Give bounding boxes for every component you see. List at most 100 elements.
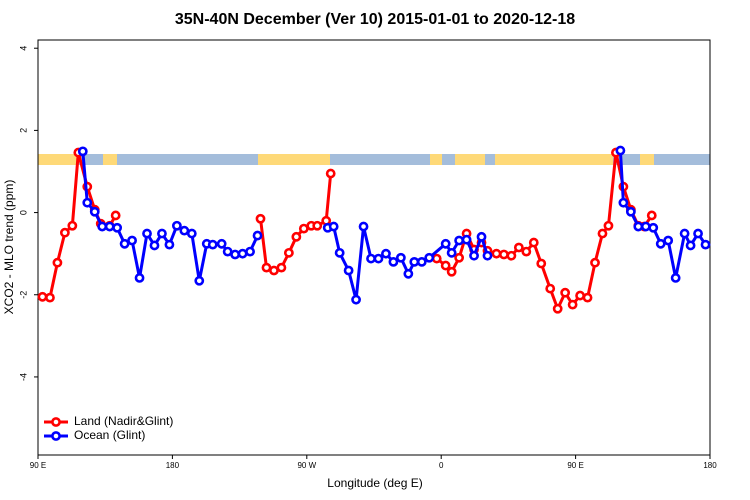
data-point [142, 228, 152, 239]
data-point [388, 256, 399, 267]
data-point [461, 234, 472, 245]
data-point [663, 235, 674, 246]
data-point [528, 237, 539, 248]
data-point [640, 221, 651, 232]
data-point [334, 247, 345, 258]
data-point [521, 246, 532, 257]
data-point [440, 260, 451, 271]
data-point [328, 221, 339, 232]
data-point [618, 197, 629, 208]
data-point [403, 268, 414, 279]
data-point [104, 221, 115, 232]
data-point [261, 262, 272, 273]
data-point [343, 265, 354, 276]
data-point [194, 275, 205, 286]
data-point [513, 242, 524, 253]
data-point [499, 249, 509, 260]
data-point [312, 220, 323, 231]
data-point [670, 273, 681, 283]
data-point [252, 230, 263, 241]
data-point [325, 168, 336, 179]
data-point [119, 238, 130, 249]
data-point [112, 222, 123, 233]
x-tick-label: 90 E [567, 461, 583, 470]
data-point [59, 227, 70, 238]
x-tick-label: 90 W [297, 461, 316, 470]
data-point [82, 197, 93, 208]
data-point [446, 247, 457, 258]
plot-frame [37, 39, 711, 456]
data-point [693, 228, 703, 239]
land-band [640, 154, 654, 165]
data-point [351, 294, 361, 305]
data-point [575, 290, 585, 301]
data-point [245, 246, 255, 257]
data-point [37, 291, 48, 302]
land-band [103, 154, 117, 165]
land-band [495, 154, 613, 165]
data-point [255, 213, 266, 224]
legend-label: Land (Nadir&Glint) [74, 414, 173, 428]
data-point [424, 252, 435, 263]
data-point [149, 240, 160, 251]
y-tick-label: -4 [18, 373, 28, 381]
data-point [431, 253, 442, 264]
data-point [230, 249, 241, 260]
data-point [179, 225, 190, 236]
data-point [283, 247, 294, 258]
data-point [237, 248, 248, 259]
data-point [298, 223, 309, 234]
data-point [603, 220, 614, 231]
data-point [416, 256, 427, 267]
data-point [536, 258, 547, 269]
data-point [373, 253, 384, 264]
data-point [648, 222, 659, 233]
data-point [597, 228, 608, 239]
legend-marker [51, 417, 61, 427]
land-band [38, 154, 78, 165]
data-point [381, 248, 391, 259]
data-point [567, 299, 578, 310]
ocean-band [38, 154, 710, 165]
data-point [89, 206, 100, 217]
data-point [358, 221, 369, 232]
land-sea-band [38, 154, 710, 165]
data-point [633, 221, 644, 232]
x-tick-label: 180 [703, 461, 717, 470]
data-point [506, 250, 517, 261]
y-tick-label: 4 [18, 46, 28, 51]
y-axis-label: XCO2 - MLO trend (ppm) [2, 180, 16, 315]
data-point [171, 220, 182, 231]
data-point [276, 262, 287, 273]
data-point [700, 239, 711, 250]
data-point [625, 206, 636, 217]
data-point [269, 265, 279, 276]
data-point [615, 145, 626, 156]
data-point [157, 228, 167, 239]
data-point [97, 221, 108, 232]
y-tick-label: 0 [18, 210, 28, 215]
data-point [552, 303, 563, 314]
data-point [45, 292, 55, 303]
x-axis-label: Longitude (deg E) [327, 476, 422, 490]
data-point [545, 283, 556, 294]
land-band [430, 154, 442, 165]
x-tick-label: 90 E [30, 461, 46, 470]
data-point [560, 287, 571, 298]
data-point [207, 239, 218, 250]
data-point [446, 266, 457, 277]
x-tick-label: 0 [439, 461, 444, 470]
data-point [186, 228, 197, 239]
land-band [258, 154, 330, 165]
data-point [409, 256, 420, 267]
data-point [67, 220, 78, 231]
data-point [476, 231, 487, 242]
data-point [482, 250, 493, 261]
data-point [291, 231, 302, 242]
data-point [469, 250, 479, 261]
data-point [110, 210, 121, 221]
legend-marker [51, 431, 61, 441]
data-point [582, 292, 593, 303]
